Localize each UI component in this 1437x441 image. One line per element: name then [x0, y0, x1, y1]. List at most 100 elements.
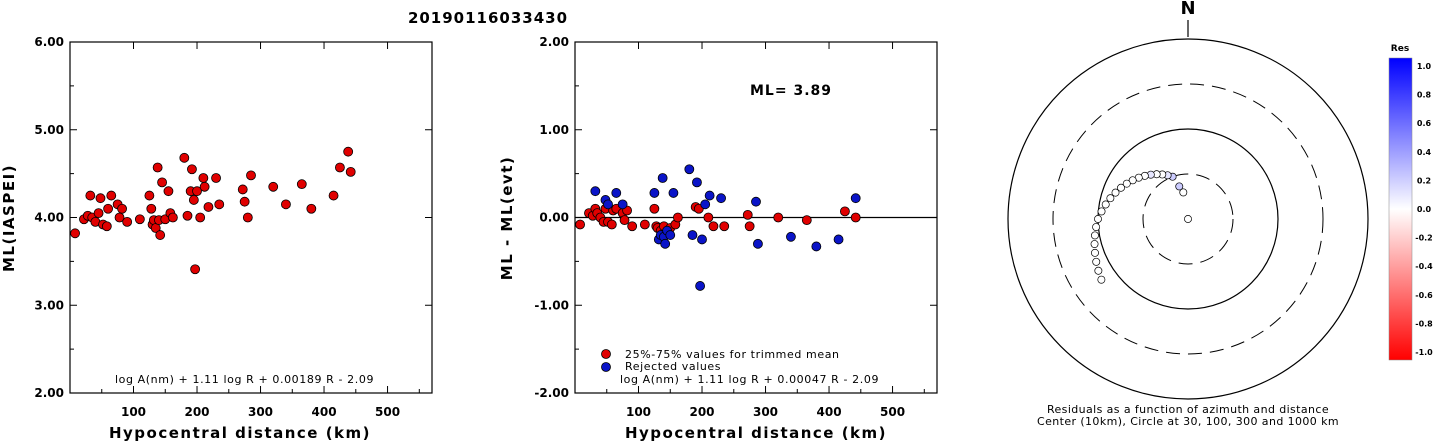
station-residual-point: [1106, 194, 1115, 203]
panel2-xtick-label: 500: [880, 405, 905, 419]
trimmed-value-point: [95, 193, 106, 204]
panel2-ylabel: ML - ML(evt): [498, 156, 516, 280]
rejected-value-point: [603, 199, 613, 210]
trimmed-value-point: [268, 181, 279, 192]
colorbar-tick-label: 0.4: [1417, 148, 1432, 157]
panel1-ytick-label: 2.00: [34, 386, 64, 400]
station-residual-point: [1091, 248, 1099, 257]
trimmed-value-point: [246, 170, 256, 181]
panel2-xtick-label: 200: [689, 405, 714, 419]
trimmed-value-point: [328, 190, 339, 201]
panel1-xtick-label: 100: [121, 405, 146, 419]
legend-trimmed-marker: [601, 349, 611, 359]
colorbar-title: Res: [1391, 44, 1409, 54]
figure-title: 20190116033430: [408, 9, 568, 27]
trimmed-value-point: [211, 173, 221, 183]
panel2-ytick-label: -1.00: [534, 298, 569, 312]
north-label: N: [1180, 0, 1195, 19]
panel2-axis-ticks: 100 200 300 400 500 -2.00 -1.00 0.00 1.00 2.00: [534, 35, 937, 419]
trimmed-value-point: [117, 203, 127, 214]
rejected-value-point: [700, 199, 711, 210]
station-residual-point: [1122, 179, 1131, 188]
station-residual-point: [1117, 183, 1125, 192]
panel2-xtick-label: 100: [626, 405, 651, 419]
rejected-value-point: [697, 234, 707, 245]
trimmed-value-point: [575, 219, 585, 230]
ring-1000km: [1007, 38, 1369, 400]
rejected-value-point: [668, 188, 679, 198]
trimmed-value-point: [773, 212, 784, 223]
trimmed-value-point: [606, 219, 617, 230]
trimmed-value-point: [672, 212, 683, 223]
trimmed-value-point: [101, 221, 112, 232]
trimmed-value-point: [742, 209, 753, 220]
rejected-value-point: [704, 190, 715, 201]
station-residual-point: [1184, 215, 1192, 223]
polar-points: [1090, 170, 1192, 284]
ring-30km: [1142, 173, 1234, 265]
rejected-value-point: [657, 173, 668, 183]
rejected-value-point: [687, 230, 698, 240]
panel2-ytick-label: 0.00: [539, 211, 569, 225]
panel1-ytick-label: 6.00: [34, 35, 64, 49]
trimmed-value-point: [801, 215, 812, 226]
trimmed-value-point: [192, 186, 202, 197]
rejected-value-point: [692, 177, 702, 188]
station-residual-point: [1092, 223, 1101, 231]
panel1-xtick-label: 400: [312, 405, 337, 419]
colorbar-ticks: 1.0 0.8 0.6 0.4 0.2 0.0 -0.2 -0.4 -0.6 -0.8 -1.0: [1415, 62, 1433, 357]
rejected-value-point: [695, 281, 706, 291]
residual-colorbar: Res 1.0 0.8 0.6 0.4 0.2 0.0 -0.2 -0.4 -0.6 -0.8 -1…: [1388, 44, 1433, 361]
trimmed-value-point: [70, 228, 80, 239]
panel1-ytick-label: 4.00: [34, 211, 64, 225]
panel-azimuth-residuals: N Residuals as a function of azimuth and…: [1007, 0, 1369, 428]
legend-rejected-label: Rejected values: [625, 360, 721, 373]
trimmed-value-point: [190, 264, 201, 275]
panel2-points: [575, 164, 861, 291]
rejected-value-point: [684, 164, 695, 175]
trimmed-value-point: [627, 221, 638, 232]
trimmed-value-point: [134, 214, 145, 225]
station-residual-point: [1097, 207, 1106, 216]
panel2-ytick-label: 2.00: [539, 35, 569, 49]
trimmed-value-point: [146, 203, 157, 214]
colorbar-tick-label: 0.6: [1417, 119, 1432, 128]
panel2-ytick-label: -2.00: [534, 386, 569, 400]
trimmed-value-point: [106, 190, 117, 201]
trimmed-value-point: [703, 212, 714, 223]
colorbar-gradient: [1388, 57, 1413, 361]
trimmed-value-point: [198, 173, 209, 183]
rejected-value-point: [716, 193, 726, 204]
colorbar-tick-label: 1.0: [1417, 62, 1432, 71]
station-residual-point: [1097, 275, 1106, 284]
trimmed-value-point: [114, 212, 125, 223]
trimmed-value-point: [103, 203, 114, 214]
station-residual-point: [1090, 231, 1099, 240]
trimmed-value-point: [214, 199, 225, 210]
trimmed-value-point: [649, 203, 660, 214]
polar-caption-line2: Center (10km), Circle at 30, 100, 300 an…: [1037, 415, 1339, 428]
trimmed-value-point: [242, 212, 253, 223]
trimmed-value-point: [719, 221, 730, 232]
panel1-xtick-label: 300: [248, 405, 273, 419]
panel1-axis-ticks: 100 200 300 400 500 2.00 3.00 4.00 5.00 6.00: [34, 35, 432, 419]
trimmed-value-point: [199, 181, 210, 192]
trimmed-value-point: [93, 208, 104, 219]
trimmed-value-point: [343, 146, 354, 157]
station-residual-point: [1175, 182, 1184, 191]
legend-rejected-marker: [601, 362, 611, 372]
trimmed-value-point: [188, 195, 199, 205]
station-residual-point: [1094, 215, 1102, 223]
panel-ml-residual: 100 200 300 400 500 -2.00 -1.00 0.00 1.00 2.00 ML…: [498, 35, 938, 441]
station-residual-point: [1092, 257, 1101, 266]
colorbar-tick-label: 0.8: [1417, 91, 1432, 100]
rejected-value-point: [850, 193, 861, 204]
station-residual-point: [1090, 240, 1099, 248]
rejected-value-point: [833, 234, 844, 245]
trimmed-value-point: [639, 219, 650, 230]
panel2-formula: log A(nm) + 1.11 log R + 0.00047 R - 2.0…: [620, 373, 879, 386]
trimmed-value-point: [122, 216, 133, 227]
trimmed-value-point: [708, 221, 719, 232]
trimmed-value-point: [187, 164, 197, 175]
